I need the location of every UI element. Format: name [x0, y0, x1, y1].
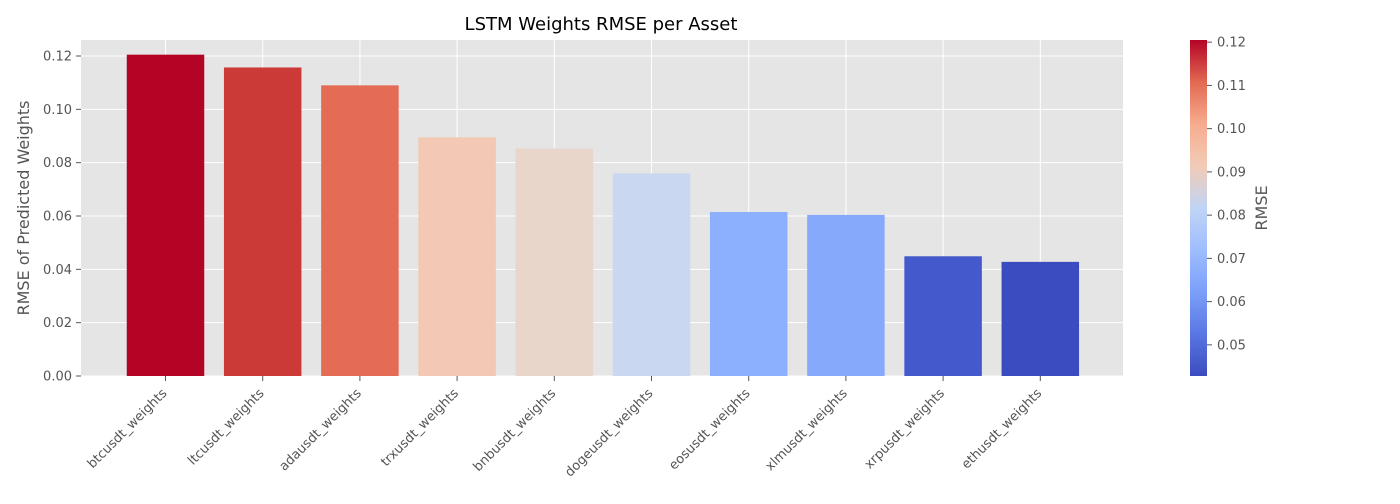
colorbar-tick-label: 0.06: [1217, 295, 1246, 310]
x-tick-label: trxusdt_weights: [378, 386, 462, 470]
x-tick-label: btcusdt_weights: [85, 386, 171, 472]
y-tick-label: 0.00: [43, 370, 72, 385]
x-tick-label: eosusdt_weights: [666, 386, 753, 473]
bar-dogeusdt_weights: [612, 173, 691, 376]
y-axis-ticks: 0.00 0.02 0.04 0.06 0.08 0.10 0.12: [43, 50, 81, 385]
colorbar-tick-label: 0.12: [1217, 36, 1246, 51]
colorbar-tick-label: 0.08: [1217, 209, 1246, 224]
bar-ltcusdt_weights: [223, 67, 302, 376]
colorbar: [1190, 40, 1207, 376]
x-tick-label: bnbusdt_weights: [471, 386, 560, 475]
y-tick-label: 0.02: [43, 316, 72, 331]
colorbar-ticks: 0.05 0.06 0.07 0.08 0.09 0.10 0.11 0.12: [1207, 36, 1246, 353]
colorbar-tick-label: 0.09: [1217, 165, 1246, 180]
y-tick-label: 0.06: [43, 210, 72, 225]
colorbar-tick-label: 0.05: [1217, 338, 1246, 353]
x-tick-label: adausdt_weights: [277, 386, 365, 474]
y-tick-label: 0.08: [43, 156, 72, 171]
bar-xlmusdt_weights: [807, 214, 885, 376]
bar-ethusdt_weights: [1001, 261, 1080, 376]
bar-adausdt_weights: [321, 85, 399, 376]
y-axis-label: RMSE of Predicted Weights: [14, 100, 33, 315]
x-axis-ticks: btcusdt_weights ltcusdt_weights adausdt_we…: [85, 376, 1045, 480]
y-tick-label: 0.04: [43, 263, 72, 278]
bars: [126, 54, 1080, 377]
bar-bnbusdt_weights: [515, 148, 594, 376]
bar-xrpusdt_weights: [904, 256, 982, 376]
chart-title: LSTM Weights RMSE per Asset: [465, 14, 738, 35]
x-tick-label: ltcusdt_weights: [185, 386, 267, 468]
x-tick-label: ethusdt_weights: [959, 386, 1045, 472]
x-tick-label: xlmusdt_weights: [763, 386, 851, 474]
x-tick-label: xrpusdt_weights: [862, 386, 948, 472]
y-tick-label: 0.12: [43, 50, 72, 65]
bar-eosusdt_weights: [709, 212, 788, 376]
x-tick-label: dogeusdt_weights: [562, 386, 656, 480]
colorbar-tick-label: 0.10: [1217, 122, 1246, 137]
colorbar-tick-label: 0.07: [1217, 252, 1246, 267]
bar-trxusdt_weights: [418, 137, 496, 376]
colorbar-tick-label: 0.11: [1217, 79, 1246, 94]
bar-btcusdt_weights: [126, 54, 205, 377]
colorbar-label: RMSE: [1252, 185, 1271, 230]
y-tick-label: 0.10: [43, 103, 72, 118]
